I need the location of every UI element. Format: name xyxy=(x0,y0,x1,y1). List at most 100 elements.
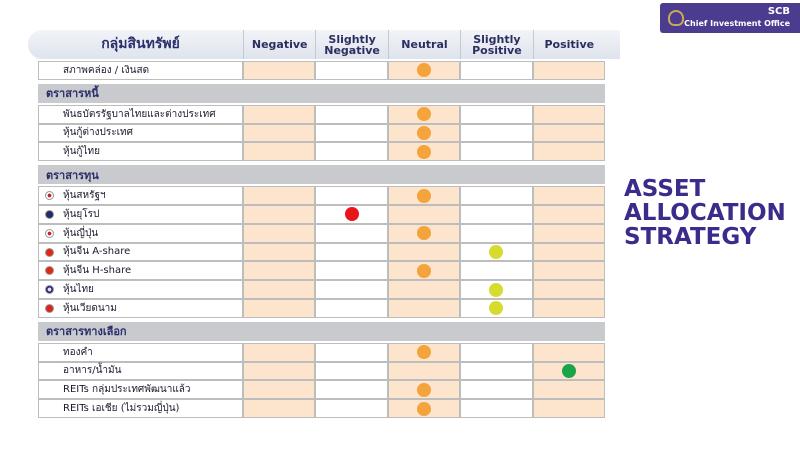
logo-icon xyxy=(668,10,684,26)
cell xyxy=(460,186,533,205)
cell xyxy=(243,123,316,143)
cell xyxy=(315,142,388,162)
row-label: อาหาร/น้ำมัน xyxy=(38,361,243,381)
logo-unit: Chief Investment Office xyxy=(684,19,790,28)
cell xyxy=(460,104,533,124)
cell xyxy=(243,104,316,124)
cell xyxy=(532,205,605,224)
cell xyxy=(315,242,388,262)
stance-dot xyxy=(489,282,504,297)
section-row: ตราสารทุน xyxy=(38,165,605,185)
row-label: หุ้นกู้ไทย xyxy=(38,142,243,162)
stance-dot xyxy=(417,226,431,241)
stance-dot xyxy=(489,245,504,259)
cell xyxy=(243,223,316,243)
section-row: ตราสารหนี้ xyxy=(38,83,605,103)
stance-dot xyxy=(417,188,431,203)
cell xyxy=(460,123,533,143)
stance-dot xyxy=(489,301,504,316)
cell xyxy=(243,242,316,262)
cell xyxy=(532,142,605,162)
logo-brand: SCB xyxy=(767,6,790,17)
stance-dot xyxy=(417,126,431,140)
cell xyxy=(532,261,605,281)
column-header: Slightly Negative xyxy=(315,30,387,59)
cell xyxy=(460,261,533,281)
flag-icon xyxy=(45,210,54,219)
cell xyxy=(243,142,316,162)
cell xyxy=(243,380,316,400)
cell xyxy=(315,223,388,243)
cell xyxy=(315,361,388,381)
flag-icon xyxy=(45,247,54,257)
cell xyxy=(460,380,533,400)
cell xyxy=(532,380,605,400)
cell xyxy=(243,61,316,80)
cell xyxy=(532,186,605,205)
cell xyxy=(243,205,316,224)
row-label: REITs เอเชีย (ไม่รวมญี่ปุ่น) xyxy=(38,399,243,418)
row-label: หุ้นกู้ต่างประเทศ xyxy=(38,123,243,143)
cell xyxy=(387,280,461,299)
header-label: กลุ่มสินทรัพย์ xyxy=(101,36,180,52)
column-header: Negative xyxy=(243,30,315,59)
stance-dot xyxy=(417,382,431,397)
column-header: Slightly Positive xyxy=(460,30,532,59)
cell xyxy=(532,61,605,80)
row-label: หุ้นญี่ปุ่น xyxy=(38,223,243,243)
flag-icon xyxy=(45,266,54,276)
stance-dot xyxy=(417,401,431,416)
title-line: ASSET xyxy=(624,176,706,202)
cell xyxy=(243,299,316,318)
cell xyxy=(315,342,388,362)
cell xyxy=(532,223,605,243)
cell xyxy=(243,342,316,362)
cell xyxy=(532,242,605,262)
cell xyxy=(460,342,533,362)
flag-icon xyxy=(45,304,54,313)
stance-dot xyxy=(344,207,359,222)
stance-dot xyxy=(417,107,431,122)
cell xyxy=(387,361,461,381)
cell xyxy=(243,280,316,299)
row-label: หุ้นไทย xyxy=(38,280,243,299)
cell xyxy=(532,123,605,143)
cell xyxy=(315,61,388,80)
cell xyxy=(460,61,533,80)
stance-dot xyxy=(417,263,431,278)
cell xyxy=(315,123,388,143)
cell xyxy=(387,299,461,318)
cell xyxy=(532,342,605,362)
stance-dot xyxy=(561,364,576,378)
flag-icon xyxy=(45,228,54,238)
title-line: STRATEGY xyxy=(624,224,757,250)
cell xyxy=(387,205,461,224)
cell xyxy=(315,399,388,418)
stance-dot xyxy=(417,345,431,360)
cell xyxy=(532,280,605,299)
cell xyxy=(460,399,533,418)
cell xyxy=(243,399,316,418)
cell xyxy=(315,261,388,281)
column-header: Neutral xyxy=(387,30,460,59)
cell xyxy=(532,299,605,318)
cell xyxy=(315,104,388,124)
cell xyxy=(532,399,605,418)
cell xyxy=(315,186,388,205)
cell xyxy=(243,186,316,205)
row-label: หุ้นเวียดนาม xyxy=(38,299,243,318)
title: ASSET ALLOCATION STRATEGY xyxy=(624,177,786,249)
cell xyxy=(315,299,388,318)
cell xyxy=(532,104,605,124)
row-label: หุ้นสหรัฐฯ xyxy=(38,186,243,205)
cell xyxy=(243,261,316,281)
cell xyxy=(315,280,388,299)
flag-icon xyxy=(45,191,54,201)
flag-icon xyxy=(45,285,54,295)
cell xyxy=(460,361,533,381)
column-header: Positive xyxy=(532,30,605,59)
cell xyxy=(460,223,533,243)
cell xyxy=(460,142,533,162)
stance-dot xyxy=(417,63,431,78)
